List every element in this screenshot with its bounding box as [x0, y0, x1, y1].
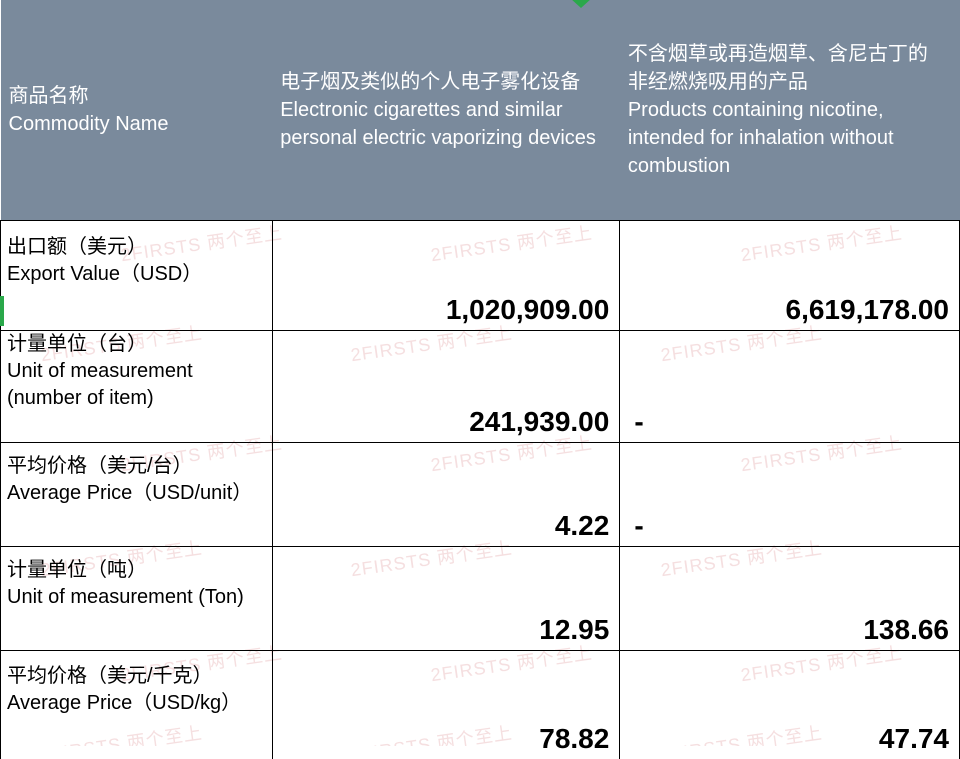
label-cn: 计量单位（吨） — [7, 559, 147, 581]
cell-uom-ton-nicotine: 138.66 — [620, 547, 960, 651]
table-row: 平均价格（美元/千克） Average Price（USD/kg） 78.82 … — [1, 651, 960, 759]
accent-arrow-icon — [570, 0, 592, 10]
cell-avg-unit-nicotine: - — [620, 443, 960, 547]
cell-export-nicotine: 6,619,178.00 — [620, 221, 960, 331]
row-label-avg-kg: 平均价格（美元/千克） Average Price（USD/kg） — [1, 651, 273, 759]
label-cn: 出口额（美元） — [7, 236, 147, 258]
cell-avg-kg-nicotine: 47.74 — [620, 651, 960, 759]
table-header-row: 商品名称 Commodity Name 电子烟及类似的个人电子雾化设备 Elec… — [1, 0, 960, 221]
cell-uom-ton-ecig: 12.95 — [272, 547, 620, 651]
table-row: 计量单位（台） Unit of measurement (number of i… — [1, 331, 960, 443]
label-en: Average Price（USD/unit） — [7, 482, 252, 504]
label-cn: 平均价格（美元/台） — [7, 455, 193, 477]
row-label-uom-ton: 计量单位（吨） Unit of measurement (Ton) — [1, 547, 273, 651]
header-text-cn: 商品名称 — [9, 85, 89, 107]
header-commodity-name: 商品名称 Commodity Name — [1, 0, 273, 221]
table-row: 平均价格（美元/台） Average Price（USD/unit） 4.22 … — [1, 443, 960, 547]
label-cn: 计量单位（台） — [7, 333, 147, 355]
header-nicotine: 不含烟草或再造烟草、含尼古丁的非经燃烧吸用的产品 Products contai… — [620, 0, 960, 221]
accent-bar — [0, 296, 4, 326]
cell-export-ecig: 1,020,909.00 — [272, 221, 620, 331]
cell-avg-kg-ecig: 78.82 — [272, 651, 620, 759]
row-label-export-value: 出口额（美元） Export Value（USD） — [1, 221, 273, 331]
table-row: 出口额（美元） Export Value（USD） 1,020,909.00 6… — [1, 221, 960, 331]
row-label-avg-unit: 平均价格（美元/台） Average Price（USD/unit） — [1, 443, 273, 547]
table-row: 计量单位（吨） Unit of measurement (Ton) 12.95 … — [1, 547, 960, 651]
header-text-cn: 不含烟草或再造烟草、含尼古丁的非经燃烧吸用的产品 — [628, 43, 928, 93]
header-text-en: Electronic cigarettes and similar person… — [280, 99, 596, 149]
cell-uom-item-ecig: 241,939.00 — [272, 331, 620, 443]
cell-avg-unit-ecig: 4.22 — [272, 443, 620, 547]
commodity-table: 商品名称 Commodity Name 电子烟及类似的个人电子雾化设备 Elec… — [0, 0, 960, 759]
header-text-cn: 电子烟及类似的个人电子雾化设备 — [280, 71, 580, 93]
row-label-uom-item: 计量单位（台） Unit of measurement (number of i… — [1, 331, 273, 443]
label-en: Unit of measurement (Ton) — [7, 586, 244, 608]
label-en: Export Value（USD） — [7, 263, 202, 285]
label-cn: 平均价格（美元/千克） — [7, 665, 213, 687]
header-ecig: 电子烟及类似的个人电子雾化设备 Electronic cigarettes an… — [272, 0, 620, 221]
header-text-en: Commodity Name — [9, 113, 169, 135]
cell-uom-item-nicotine: - — [620, 331, 960, 443]
label-en: Average Price（USD/kg） — [7, 692, 241, 714]
header-text-en: Products containing nicotine, intended f… — [628, 99, 894, 177]
label-en: Unit of measurement (number of item) — [7, 360, 193, 409]
